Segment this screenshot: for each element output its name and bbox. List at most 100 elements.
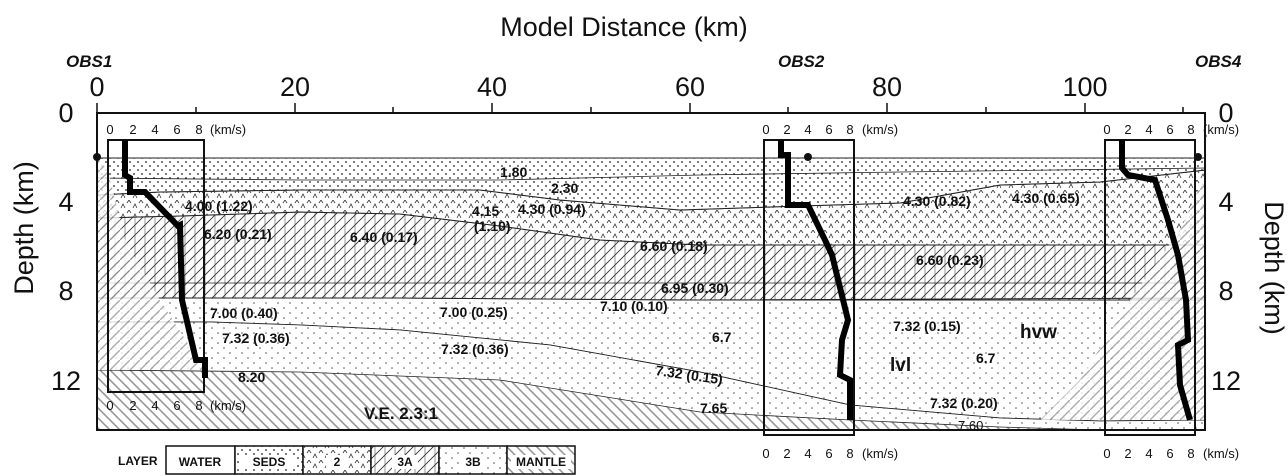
svg-text:(km/s): (km/s) — [1203, 446, 1239, 461]
svg-text:12: 12 — [1211, 366, 1241, 396]
x-tick-20: 20 — [280, 72, 310, 102]
svg-text:2: 2 — [1124, 446, 1131, 461]
legend-label-seds: SEDS — [253, 455, 286, 469]
x-tick-100: 100 — [1062, 72, 1107, 102]
svg-text:2.30: 2.30 — [551, 180, 578, 196]
chart-title: Model Distance (km) — [500, 12, 748, 42]
legend-label-water: WATER — [179, 455, 222, 469]
svg-text:6.7: 6.7 — [712, 329, 732, 345]
svg-text:(km/s): (km/s) — [210, 398, 246, 413]
svg-text:4: 4 — [151, 398, 158, 413]
inset-obs2: 0 2 4 6 8 (km/s) 0 2 4 6 8 (km/s) — [762, 122, 898, 461]
svg-text:2: 2 — [1124, 122, 1131, 137]
x-tick-80: 80 — [872, 72, 902, 102]
svg-text:(km/s): (km/s) — [862, 446, 898, 461]
legend-title: LAYER — [118, 454, 158, 468]
svg-text:0: 0 — [106, 398, 113, 413]
svg-text:8: 8 — [1187, 122, 1194, 137]
svg-text:7.32 (0.20): 7.32 (0.20) — [930, 395, 998, 411]
station-label-obs2: OBS2 — [778, 52, 825, 71]
svg-text:7.00 (0.40): 7.00 (0.40) — [210, 305, 278, 321]
legend-label-mantle: MANTLE — [516, 455, 566, 469]
svg-text:0: 0 — [1103, 122, 1110, 137]
svg-text:4.30 (0.94): 4.30 (0.94) — [518, 201, 586, 217]
svg-text:4: 4 — [804, 446, 811, 461]
svg-text:0: 0 — [106, 122, 113, 137]
svg-text:4.30 (0.65): 4.30 (0.65) — [1012, 190, 1080, 206]
svg-text:6: 6 — [1166, 446, 1173, 461]
grey-wedge-right — [1040, 175, 1205, 420]
svg-text:2: 2 — [129, 398, 136, 413]
svg-text:6.20 (0.21): 6.20 (0.21) — [204, 226, 272, 242]
svg-text:4.00 (1.22): 4.00 (1.22) — [185, 198, 253, 214]
legend-label-2: 2 — [334, 455, 341, 469]
grey-wedge-left — [97, 158, 205, 370]
svg-text:7.32 (0.36): 7.32 (0.36) — [222, 330, 290, 346]
layer-water — [97, 113, 1205, 158]
svg-text:2: 2 — [783, 122, 790, 137]
station-label-obs4: OBS4 — [1195, 52, 1242, 71]
plot-frame — [96, 112, 1206, 431]
svg-text:8: 8 — [195, 398, 202, 413]
inset-obs1: 0 2 4 6 8 (km/s) 0 2 4 6 8 (km/s) — [106, 122, 246, 413]
legend-label-3b: 3B — [465, 455, 481, 469]
svg-text:0: 0 — [58, 98, 73, 128]
annotation-lvl: lvl — [890, 355, 911, 376]
svg-text:2: 2 — [783, 446, 790, 461]
svg-text:8: 8 — [195, 122, 202, 137]
svg-text:6.60 (0.23): 6.60 (0.23) — [916, 252, 984, 268]
svg-text:6.95 (0.30): 6.95 (0.30) — [661, 280, 729, 296]
svg-text:(km/s): (km/s) — [1203, 122, 1239, 137]
station-markers — [93, 153, 1202, 161]
svg-text:8: 8 — [846, 122, 853, 137]
svg-text:7.60: 7.60 — [958, 418, 983, 433]
svg-text:0: 0 — [1218, 98, 1233, 128]
svg-text:(km/s): (km/s) — [862, 122, 898, 137]
x-tick-40: 40 — [477, 72, 507, 102]
svg-text:2: 2 — [129, 122, 136, 137]
svg-text:7.10 (0.10): 7.10 (0.10) — [600, 298, 668, 314]
svg-text:0: 0 — [762, 446, 769, 461]
svg-text:7.32 (0.36): 7.32 (0.36) — [441, 341, 509, 357]
svg-text:6: 6 — [173, 122, 180, 137]
svg-text:1.80: 1.80 — [500, 164, 527, 180]
svg-text:4: 4 — [151, 122, 158, 137]
y-tick-labels-right: 0 4 8 12 — [1211, 98, 1241, 396]
y-tick-labels-left: 0 4 8 12 — [51, 98, 81, 396]
svg-text:6.40 (0.17): 6.40 (0.17) — [350, 229, 418, 245]
layer-seds — [96, 157, 1206, 211]
svg-text:6: 6 — [1166, 122, 1173, 137]
svg-text:4: 4 — [1145, 122, 1152, 137]
x-tick-0: 0 — [89, 72, 104, 102]
x-axis — [96, 103, 1205, 114]
svg-text:7.65: 7.65 — [700, 400, 727, 416]
annotation-hvw: hvw — [1020, 322, 1057, 343]
svg-text:7.00 (0.25): 7.00 (0.25) — [440, 304, 508, 320]
svg-text:6: 6 — [825, 446, 832, 461]
y-axis-label-right: Depth (km) — [1259, 201, 1288, 335]
svg-text:4: 4 — [804, 122, 811, 137]
x-tick-labels: 0 20 40 60 80 100 — [89, 72, 1107, 102]
svg-text:0: 0 — [762, 122, 769, 137]
ve-label: V.E. 2.3:1 — [364, 404, 438, 423]
svg-text:6: 6 — [825, 122, 832, 137]
inset-obs4: 0 2 4 6 8 (km/s) 0 2 4 6 8 (km/s) — [1103, 122, 1239, 461]
svg-text:(km/s): (km/s) — [210, 122, 246, 137]
svg-text:4: 4 — [1218, 187, 1233, 217]
svg-text:6.60 (0.18): 6.60 (0.18) — [640, 238, 708, 254]
svg-text:8: 8 — [1218, 276, 1233, 306]
svg-text:8: 8 — [58, 276, 73, 306]
svg-text:0: 0 — [1103, 446, 1110, 461]
x-tick-60: 60 — [675, 72, 705, 102]
y-axis-label-left: Depth (km) — [9, 161, 39, 295]
svg-text:8.20: 8.20 — [238, 369, 265, 385]
svg-text:4.15: 4.15 — [472, 203, 499, 219]
svg-text:12: 12 — [51, 366, 81, 396]
svg-text:4: 4 — [1145, 446, 1152, 461]
svg-text:(1.10): (1.10) — [474, 218, 511, 234]
model-layers — [96, 113, 1206, 431]
svg-text:6: 6 — [173, 398, 180, 413]
svg-text:8: 8 — [1187, 446, 1194, 461]
svg-text:6.7: 6.7 — [976, 350, 996, 366]
